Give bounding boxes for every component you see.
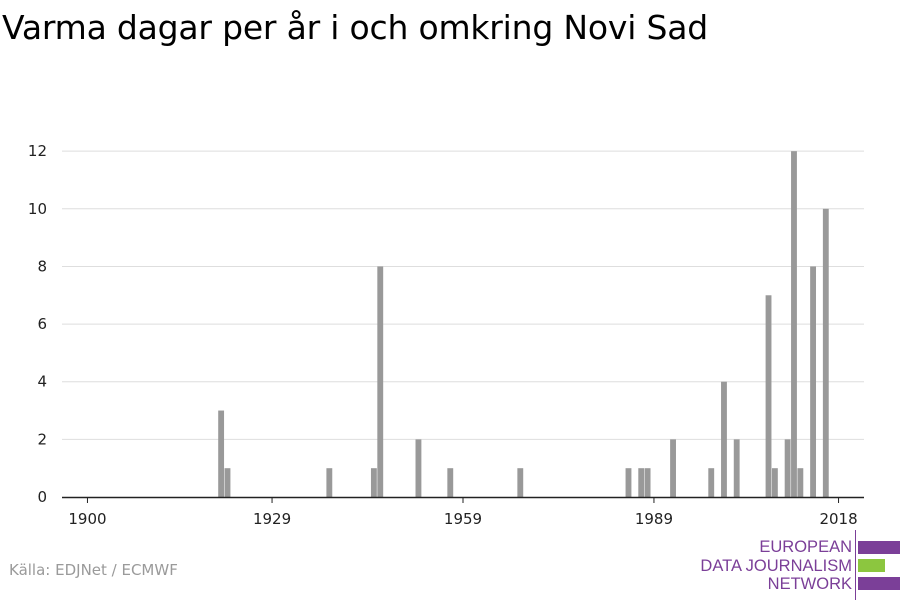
logo-divider (855, 530, 856, 600)
bar-1998 (708, 468, 715, 497)
gridlines (62, 150, 864, 440)
logo-bar-middle (858, 559, 885, 572)
y-tick-label: 0 (37, 488, 47, 506)
bar-1921 (218, 410, 225, 497)
y-tick-label: 6 (37, 315, 47, 333)
bar-1987 (638, 468, 645, 497)
logo-bar-bottom (858, 577, 900, 590)
logo-text: EUROPEAN DATA JOURNALISM NETWORK (700, 538, 852, 594)
bar-1952 (415, 439, 422, 497)
logo-bar-top (858, 541, 900, 554)
bar-2007 (765, 295, 772, 497)
y-tick-label: 8 (37, 257, 47, 275)
bar-2016 (822, 208, 829, 497)
x-tick-label: 1900 (68, 510, 106, 528)
bar-2008 (771, 468, 778, 497)
bar-1945 (370, 468, 377, 497)
bar-2010 (784, 439, 791, 497)
bar-1968 (517, 468, 524, 497)
chart-title: Varma dagar per år i och omkring Novi Sa… (2, 8, 708, 47)
x-tick-label: 1929 (253, 510, 291, 528)
x-tick-label: 1959 (444, 510, 482, 528)
bar-1922 (224, 468, 231, 497)
bar-1992 (670, 439, 676, 497)
bar-2011 (791, 151, 797, 498)
x-axis-ticks: 1900 1929 1959 1989 2018 (68, 497, 858, 528)
edjnet-logo: EUROPEAN DATA JOURNALISM NETWORK (700, 530, 900, 600)
logo-line-1: EUROPEAN (759, 538, 852, 556)
source-note: Källa: EDJNet / ECMWF (9, 561, 178, 579)
bar-2000 (721, 381, 727, 497)
x-tick-label: 2018 (819, 510, 857, 528)
bar-2012 (797, 468, 804, 497)
y-tick-label: 10 (28, 200, 47, 218)
y-tick-label: 12 (28, 142, 47, 160)
bar-1957 (447, 468, 454, 497)
y-tick-label: 4 (37, 373, 47, 391)
bar-1988 (644, 468, 651, 497)
bars (218, 151, 829, 498)
bar-2014 (810, 266, 817, 497)
bar-1946 (377, 266, 384, 497)
bar-2002 (733, 439, 740, 497)
bar-1985 (625, 468, 632, 497)
bar-1938 (326, 468, 333, 497)
y-tick-label: 2 (37, 430, 47, 448)
y-axis-ticks: 0 2 4 6 8 10 12 (28, 142, 47, 506)
logo-line-2: DATA JOURNALISM (700, 556, 852, 575)
x-tick-label: 1989 (635, 510, 673, 528)
logo-line-3: NETWORK (767, 575, 852, 593)
